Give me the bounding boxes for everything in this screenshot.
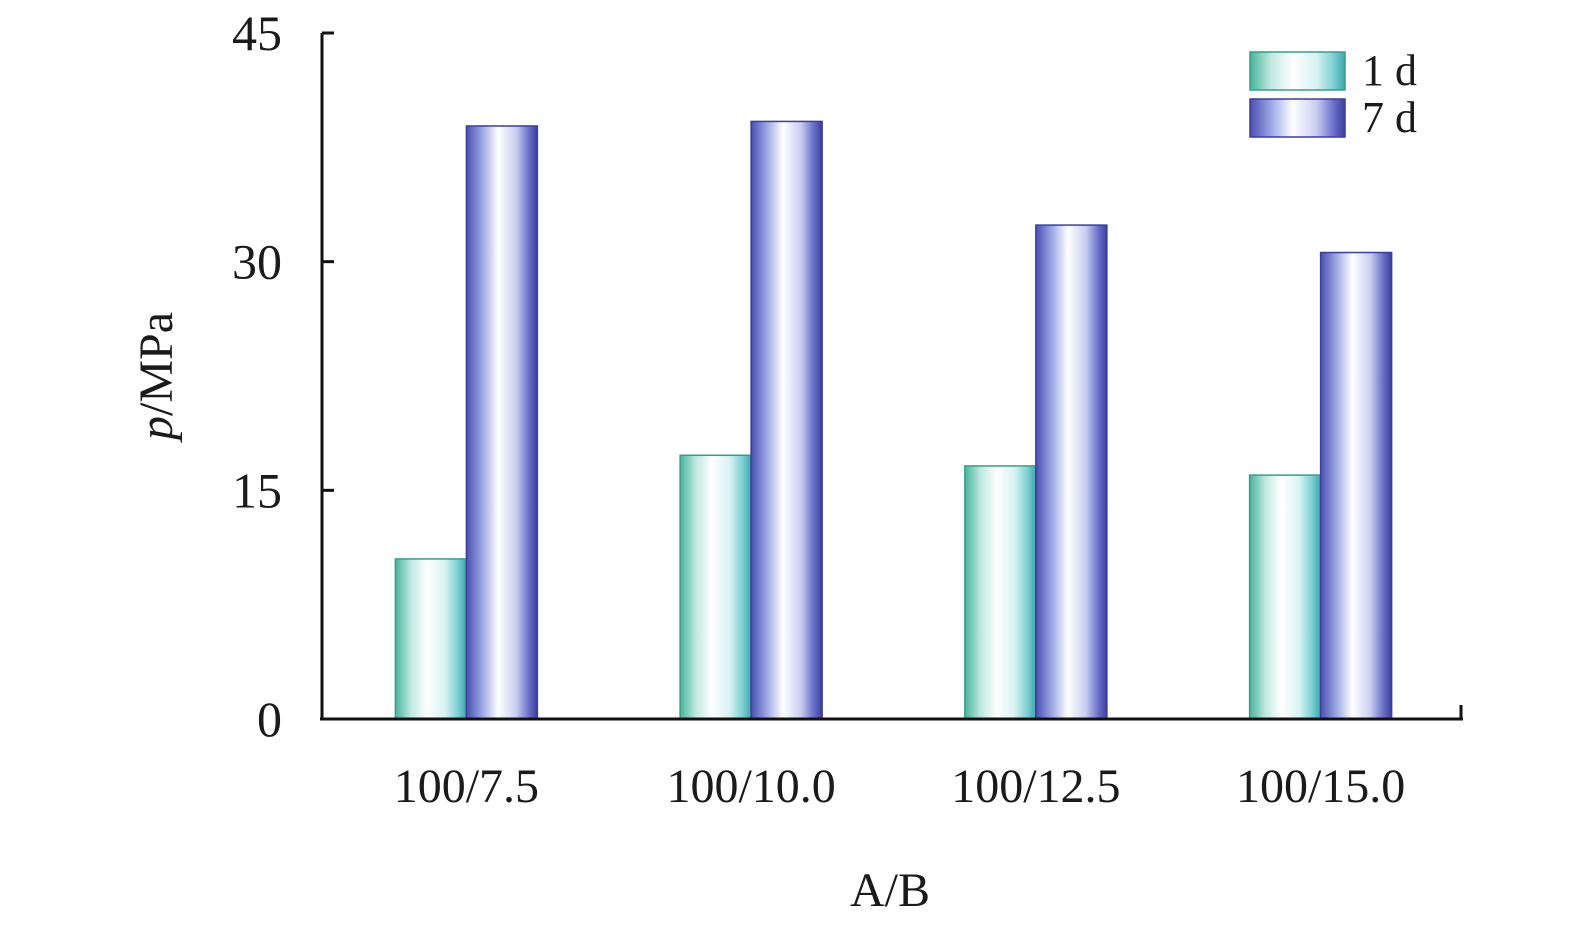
x-category-label: 100/15.0 — [1236, 760, 1405, 813]
legend-label-7d: 7 d — [1362, 93, 1417, 142]
legend-label-1d: 1 d — [1362, 46, 1417, 95]
y-tick-label: 0 — [257, 691, 282, 747]
bar-7d-3 — [1319, 251, 1393, 720]
bar-1d-3 — [1248, 474, 1322, 720]
x-category-label: 100/7.5 — [394, 760, 539, 813]
x-category-label: 100/10.0 — [666, 760, 835, 813]
y-axis-title: p/MPa — [130, 312, 183, 443]
y-tick-label: 45 — [232, 5, 282, 61]
legend-swatch-1d — [1249, 51, 1346, 91]
bar-1d-0 — [394, 558, 468, 720]
y-axis-title-symbol: p — [130, 416, 183, 443]
y-axis-title-unit: /MPa — [130, 312, 183, 416]
bar-1d-1 — [679, 454, 752, 720]
bar-7d-1 — [750, 120, 823, 720]
bar-7d-0 — [465, 125, 539, 720]
y-tick-label: 15 — [232, 462, 282, 518]
axes — [320, 33, 1463, 721]
x-axis-title: A/B — [850, 864, 930, 917]
y-tick-label: 30 — [232, 234, 282, 290]
bar-7d-2 — [1035, 224, 1108, 720]
x-category-label: 100/12.5 — [951, 760, 1120, 813]
x-category-labels: 100/7.5 100/10.0 100/12.5 100/15.0 — [394, 760, 1406, 813]
legend-swatch-7d — [1249, 98, 1346, 138]
bar-1d-2 — [964, 465, 1037, 720]
legend: 1 d7 d — [1249, 46, 1417, 142]
y-ticks: 0 15 30 45 — [232, 5, 334, 747]
bars-group — [394, 120, 1393, 720]
